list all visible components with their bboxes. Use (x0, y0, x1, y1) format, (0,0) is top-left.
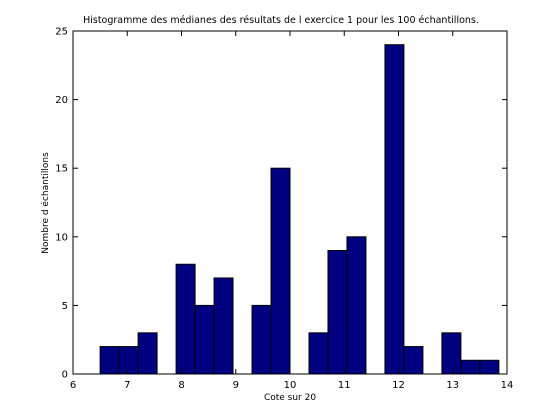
y-tick-label: 5 (62, 301, 68, 312)
x-tick-label: 8 (178, 380, 184, 391)
x-tick-label: 9 (233, 380, 239, 391)
x-axis: 6 7 8 9 10 11 12 13 14 (70, 31, 514, 391)
histogram-bar-18 (441, 332, 462, 375)
histogram-bar-4 (175, 263, 196, 375)
x-axis-label: Cote sur 20 (264, 393, 316, 403)
histogram-bar-8 (251, 304, 272, 375)
histogram-bar-9 (270, 167, 291, 375)
histogram-bar-11 (308, 332, 329, 375)
x-tick-label: 12 (392, 380, 405, 391)
histogram-bar-12 (327, 250, 348, 375)
y-axis: 0 5 10 15 20 25 (55, 27, 507, 381)
histogram-bar-19 (460, 359, 481, 375)
x-tick-label: 7 (124, 380, 130, 391)
histogram-bar-1 (118, 346, 139, 375)
histogram-bar-2 (137, 332, 158, 375)
y-tick-label: 10 (55, 232, 68, 243)
x-tick-label: 10 (284, 380, 297, 391)
y-tick-label: 20 (55, 95, 68, 106)
histogram-bar-16 (403, 346, 424, 375)
histogram-bar-13 (346, 236, 367, 375)
x-tick-label: 6 (70, 380, 76, 391)
bars-group (99, 44, 500, 375)
y-axis-label: Nombre d échantillons (40, 152, 51, 254)
histogram-bar-5 (194, 304, 215, 375)
y-tick-label: 0 (62, 370, 68, 381)
chart-title: Histogramme des médianes des résultats d… (83, 15, 479, 26)
y-tick-label: 15 (55, 164, 68, 175)
x-tick-label: 14 (501, 380, 514, 391)
histogram-bar-6 (213, 277, 234, 375)
x-tick-label: 11 (338, 380, 351, 391)
histogram-bar-0 (99, 346, 120, 375)
x-tick-label: 13 (446, 380, 459, 391)
y-tick-label: 25 (55, 27, 68, 38)
histogram-bar-20 (479, 359, 500, 375)
histogram-bar-15 (384, 44, 405, 375)
